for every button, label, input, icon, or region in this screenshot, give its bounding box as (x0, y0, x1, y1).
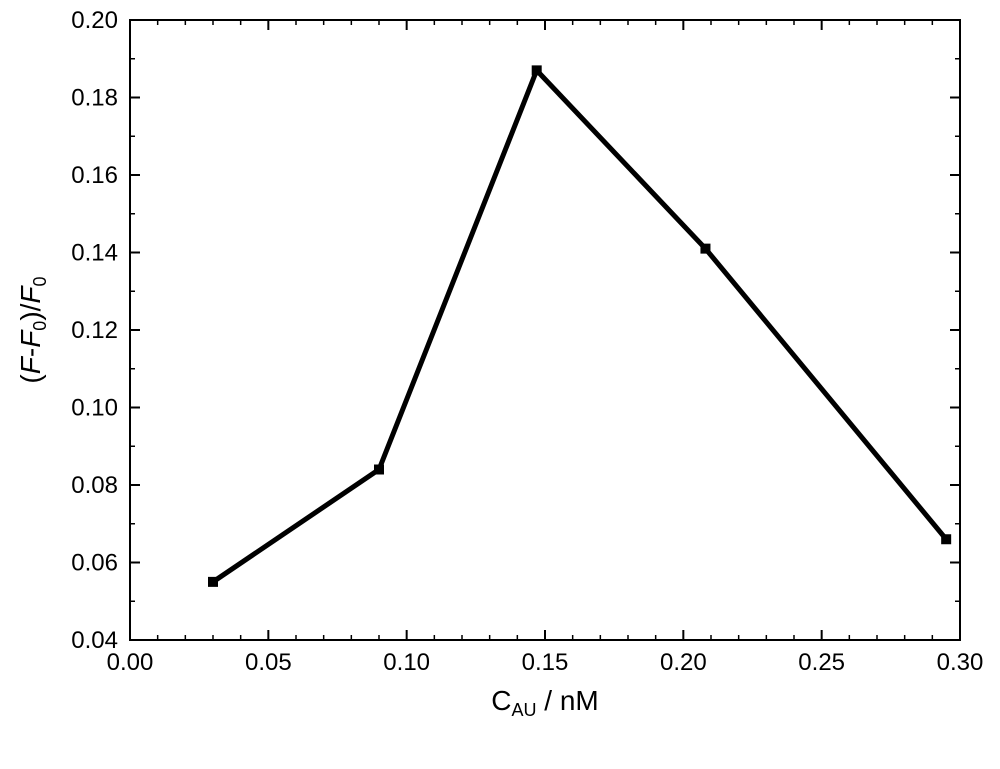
y-tick-label: 0.14 (71, 240, 118, 267)
y-tick-label: 0.06 (71, 550, 118, 577)
plot-frame (130, 20, 960, 640)
line-chart: 0.000.050.100.150.200.250.300.040.060.08… (0, 0, 1000, 769)
data-point-marker (209, 577, 218, 586)
y-tick-label: 0.04 (71, 627, 118, 654)
data-point-marker (942, 535, 951, 544)
y-tick-label: 0.10 (71, 395, 118, 422)
data-point-marker (532, 66, 541, 75)
data-point-marker (701, 244, 710, 253)
x-tick-label: 0.20 (660, 649, 707, 676)
y-tick-label: 0.08 (71, 472, 118, 499)
x-tick-label: 0.30 (937, 649, 984, 676)
x-tick-label: 0.10 (383, 649, 430, 676)
x-tick-label: 0.15 (522, 649, 569, 676)
x-tick-label: 0.05 (245, 649, 292, 676)
x-axis-label: CAU / nM (491, 685, 598, 720)
x-tick-label: 0.25 (798, 649, 845, 676)
y-axis-label: (F-F0)/F0 (15, 276, 50, 383)
y-tick-label: 0.12 (71, 317, 118, 344)
y-tick-label: 0.20 (71, 7, 118, 34)
data-point-marker (375, 465, 384, 474)
y-tick-label: 0.18 (71, 85, 118, 112)
data-series-line (213, 70, 946, 582)
chart-container: 0.000.050.100.150.200.250.300.040.060.08… (0, 0, 1000, 769)
y-tick-label: 0.16 (71, 162, 118, 189)
